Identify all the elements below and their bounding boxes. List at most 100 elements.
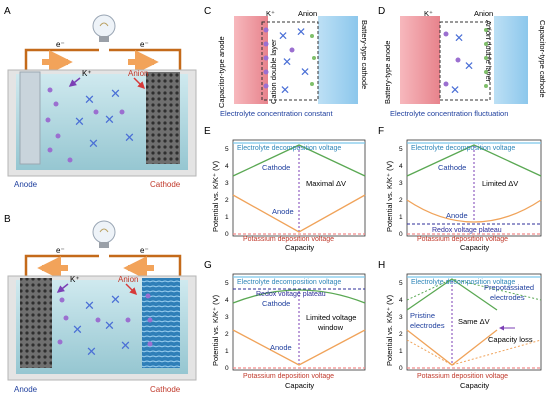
anode-curve (232, 329, 366, 366)
electron-arrow-right: e⁻ (128, 40, 159, 74)
y-tick: 1 (225, 348, 229, 355)
x-axis-label: Capacity (285, 381, 314, 390)
panel-f: F Potential vs. K/K⁺ (V) 0 1 2 3 4 5 Ele… (378, 126, 542, 252)
svg-text:Anode: Anode (272, 207, 294, 216)
panel-a-letter: A (4, 6, 11, 17)
y-axis-label: Potential vs. K/K⁺ (V) (211, 294, 220, 366)
lightbulb-icon (92, 14, 116, 42)
x-axis-label: Capacity (460, 381, 489, 390)
cation-label: K⁺ (82, 69, 92, 78)
svg-text:✕: ✕ (278, 29, 288, 43)
y-tick: 5 (225, 280, 229, 287)
svg-text:✕: ✕ (120, 338, 131, 353)
svg-text:✕: ✕ (110, 292, 121, 307)
y-axis-label: Potential vs. K/K⁺ (V) (211, 160, 220, 232)
y-tick: 4 (225, 297, 229, 304)
svg-text:Potassium deposition voltage: Potassium deposition voltage (417, 236, 508, 243)
svg-text:✕: ✕ (110, 86, 121, 101)
panel-h: H Potential vs. K/K⁺ (V) 0 1 2 3 4 5 Ele… (378, 260, 542, 390)
panel-a: A e⁻ e⁻ K⁺ Anion ✕ ✕✕ ✕✕✕ (4, 6, 197, 189)
svg-text:K⁺: K⁺ (424, 9, 433, 18)
panel-b-letter: B (4, 214, 11, 225)
y-tick: 2 (399, 197, 403, 204)
anode-label: Anode (14, 180, 38, 189)
y-tick: 4 (399, 297, 403, 304)
y-tick: 0 (225, 365, 229, 372)
svg-text:✕: ✕ (84, 92, 95, 107)
electrolyte-ions: ✕ ✕✕ ✕✕✕ (57, 292, 153, 359)
svg-text:Electrolyte decomposition volt: Electrolyte decomposition voltage (237, 145, 341, 152)
electron-arrow-right: e⁻ (123, 246, 154, 280)
cathode-label: Cathode (150, 180, 181, 189)
panel-g-letter: G (204, 260, 212, 271)
svg-text:Same ΔV: Same ΔV (458, 317, 490, 326)
svg-text:Anion: Anion (298, 9, 317, 18)
battery-cell (7, 275, 197, 381)
panel-h-letter: H (378, 260, 385, 271)
lightbulb-icon (92, 220, 116, 248)
svg-text:e⁻: e⁻ (56, 246, 65, 255)
svg-text:Capacitor-type cathode: Capacitor-type cathode (538, 20, 547, 98)
svg-text:Anion: Anion (474, 9, 493, 18)
electrolyte-ions: ✕ ✕✕ ✕✕✕ (45, 86, 135, 163)
svg-text:K⁺: K⁺ (266, 9, 275, 18)
cathode-curve (232, 289, 366, 304)
anion-label: Anion (128, 69, 148, 78)
svg-text:✕: ✕ (72, 322, 83, 337)
panel-f-letter: F (378, 126, 384, 137)
svg-text:✕: ✕ (88, 136, 99, 151)
y-axis-label: Potential vs. K/K⁺ (V) (385, 294, 394, 366)
cathode-electrode (146, 72, 180, 164)
svg-text:Electrolyte decomposition volt: Electrolyte decomposition voltage (237, 279, 341, 286)
y-tick: 2 (225, 197, 229, 204)
svg-text:Capacity loss: Capacity loss (488, 335, 533, 344)
panel-b: B e⁻ e⁻ K⁺ Anion ✕ ✕✕ ✕✕✕ (4, 214, 197, 394)
cation-label: K⁺ (70, 275, 80, 284)
svg-text:Anion double layer: Anion double layer (484, 20, 493, 83)
svg-text:Pristine: Pristine (410, 311, 435, 320)
svg-text:✕: ✕ (84, 298, 95, 313)
anode-curve (406, 199, 542, 223)
y-tick: 5 (399, 146, 403, 153)
svg-text:e⁻: e⁻ (56, 40, 65, 49)
battery-cell (7, 69, 197, 177)
svg-text:Capacitor-type anode: Capacitor-type anode (217, 36, 226, 108)
svg-text:window: window (317, 323, 344, 332)
panel-c: C Capacitor-type anode Cation double lay… (204, 6, 369, 118)
electron-arrow-left: e⁻ (37, 246, 68, 280)
plot-frame (232, 139, 366, 237)
cathode-curve (406, 144, 542, 177)
plot-frame (406, 273, 542, 371)
svg-text:✕: ✕ (300, 65, 310, 79)
svg-text:Potassium deposition voltage: Potassium deposition voltage (243, 373, 334, 380)
x-axis-label: Capacity (460, 243, 489, 252)
plot-frame (232, 273, 366, 371)
svg-text:✕: ✕ (74, 114, 85, 129)
svg-text:✕: ✕ (280, 83, 290, 97)
svg-text:✕: ✕ (282, 55, 292, 69)
svg-text:Anode: Anode (270, 343, 292, 352)
svg-text:✕: ✕ (296, 25, 306, 39)
y-tick: 1 (399, 214, 403, 221)
svg-text:Prepotassiated: Prepotassiated (484, 283, 534, 292)
plot-frame (406, 139, 542, 237)
svg-text:Cathode: Cathode (262, 163, 290, 172)
y-tick: 3 (399, 314, 403, 321)
svg-text:Cathode: Cathode (262, 299, 290, 308)
svg-text:Battery-type anode: Battery-type anode (383, 41, 392, 104)
battery-anode (400, 16, 440, 104)
cathode-curve (232, 144, 366, 177)
svg-text:Cation double layer: Cation double layer (269, 39, 278, 104)
svg-text:✕: ✕ (450, 83, 460, 97)
svg-text:Redox voltage plateau: Redox voltage plateau (256, 291, 326, 298)
y-tick: 3 (225, 180, 229, 187)
cathode-curve-prepot (406, 278, 542, 301)
svg-text:✕: ✕ (464, 59, 474, 73)
svg-text:Cathode: Cathode (438, 163, 466, 172)
cathode-label: Cathode (150, 385, 181, 394)
y-tick: 2 (399, 331, 403, 338)
y-tick: 3 (225, 314, 229, 321)
battery-cathode (318, 16, 358, 104)
circuit-wire (24, 48, 182, 70)
